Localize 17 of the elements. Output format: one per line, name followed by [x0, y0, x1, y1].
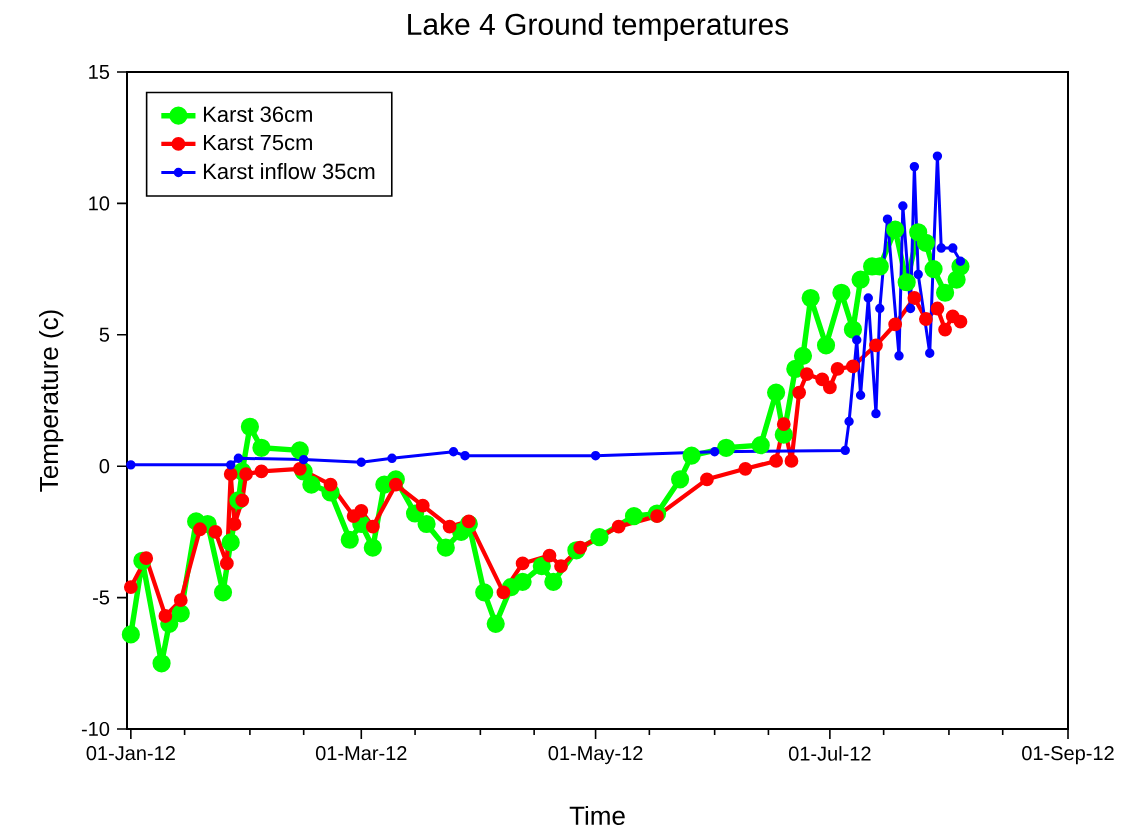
- legend-label: Karst inflow 35cm: [203, 163, 375, 180]
- x-tick-label: 01-Mar-12: [315, 746, 407, 761]
- y-tick-label: 10: [89, 196, 110, 211]
- x-tick-label: 01-Jul-12: [788, 746, 871, 761]
- x-tick-label: 01-May-12: [548, 746, 643, 765]
- x-tick-label: 01-Jan-12: [86, 746, 175, 761]
- y-tick-label: 5: [99, 327, 110, 342]
- y-tick-label: -5: [93, 590, 110, 605]
- x-tick-label: 01-Sep-12: [1022, 746, 1114, 765]
- x-axis-title: Time: [569, 805, 625, 825]
- y-tick-label: -10: [81, 721, 110, 737]
- y-axis-title: Temperature (c): [39, 310, 64, 492]
- legend-label: Karst 75cm: [203, 134, 312, 151]
- y-tick-label: 0: [99, 459, 110, 474]
- y-tick-label: 15: [89, 65, 110, 79]
- legend-label: Karst 36cm: [203, 106, 312, 123]
- chart-title: Lake 4 Ground temperatures: [408, 12, 789, 41]
